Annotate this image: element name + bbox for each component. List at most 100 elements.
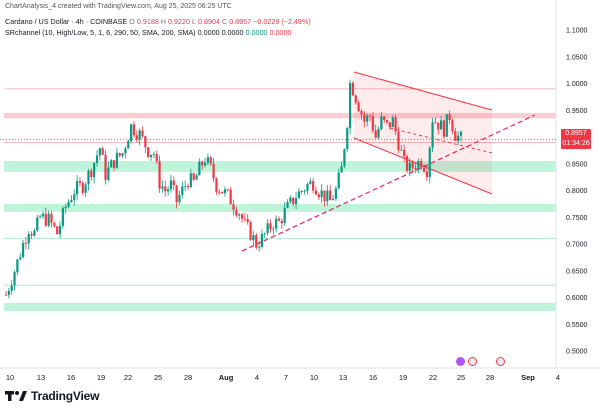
candle-body bbox=[58, 225, 62, 235]
candle-body bbox=[201, 161, 204, 166]
high-value: 0.9220 bbox=[168, 17, 190, 26]
candle-body bbox=[36, 217, 39, 231]
candle-body bbox=[417, 160, 420, 170]
candle-body bbox=[414, 167, 417, 170]
candle-body bbox=[203, 162, 207, 166]
candle-body bbox=[166, 189, 170, 192]
candle-body bbox=[405, 156, 409, 171]
candle-body bbox=[90, 170, 93, 178]
candle-body bbox=[135, 135, 138, 140]
tradingview-mark-icon bbox=[5, 391, 27, 401]
countdown-tag: 01:34:26 bbox=[561, 139, 591, 150]
candle-body bbox=[50, 213, 53, 223]
candle-body bbox=[263, 233, 266, 235]
events-icon[interactable] bbox=[456, 357, 465, 366]
candle-body bbox=[448, 114, 451, 120]
close-value: 0.8957 bbox=[229, 17, 252, 26]
candle-body bbox=[346, 128, 349, 150]
candle-body bbox=[408, 162, 411, 171]
candle-body bbox=[243, 218, 246, 220]
channel-upper-line bbox=[353, 71, 493, 111]
candle-body bbox=[351, 82, 355, 96]
candle-body bbox=[24, 243, 28, 244]
change-value: −0.0229 (−2.49%) bbox=[253, 17, 311, 26]
candle-body bbox=[420, 160, 423, 168]
tradingview-logo[interactable]: TradingView bbox=[5, 389, 99, 403]
candle-body bbox=[61, 208, 64, 226]
candle-body bbox=[400, 149, 403, 151]
time-tick-2: 16 bbox=[67, 373, 75, 382]
indicator-value-2: 0.0000 bbox=[221, 28, 244, 37]
candle-body bbox=[360, 111, 363, 115]
trendline-support bbox=[241, 114, 536, 252]
candle-body bbox=[280, 220, 283, 224]
candle-body bbox=[422, 167, 426, 172]
candle-body bbox=[169, 180, 173, 190]
candle-body bbox=[286, 202, 289, 208]
candle-body bbox=[343, 149, 346, 167]
last-price-tag: 0.8957 bbox=[561, 129, 591, 140]
candle-body bbox=[383, 116, 386, 120]
candle-body bbox=[81, 182, 84, 193]
candle-body bbox=[411, 162, 414, 168]
time-axis: 10 13 16 19 22 25 28 Aug 4 7 10 13 16 19 22 25 28 Sep 4 bbox=[6, 373, 560, 382]
time-tick-18: 4 bbox=[556, 373, 560, 382]
candle-body bbox=[132, 124, 136, 136]
candle-body bbox=[215, 178, 218, 192]
symbol-legend[interactable]: Cardano / US Dollar · 4h · COINBASE O 0.9… bbox=[5, 17, 311, 26]
low-label: L bbox=[192, 17, 196, 26]
candle-body bbox=[152, 154, 155, 155]
candle-body bbox=[312, 181, 315, 191]
candle-body bbox=[255, 235, 258, 248]
candle-body bbox=[56, 226, 59, 235]
candle-body bbox=[175, 185, 178, 203]
indicator-legend[interactable]: SRchannel (10, High/Low, 5, 1, 6, 290, 5… bbox=[5, 28, 292, 37]
candle-body bbox=[64, 206, 67, 209]
channel-lower-line bbox=[353, 137, 493, 195]
time-tick-11: 13 bbox=[339, 373, 347, 382]
candle-body bbox=[269, 223, 272, 230]
candle-body bbox=[326, 190, 329, 202]
candle-body bbox=[121, 153, 124, 156]
candle-body bbox=[13, 272, 16, 286]
candle-body bbox=[212, 163, 215, 179]
candle-body bbox=[246, 219, 249, 223]
candle-body bbox=[297, 191, 301, 199]
candle-body bbox=[218, 191, 221, 193]
candle-body bbox=[98, 148, 101, 156]
candle-body bbox=[172, 180, 175, 186]
symbol-name: Cardano / US Dollar · 4h · COINBASE bbox=[5, 17, 128, 26]
candle-body bbox=[377, 129, 380, 138]
flag-us-icon-2[interactable] bbox=[496, 357, 505, 366]
candle-body bbox=[260, 233, 264, 247]
candle-body bbox=[158, 161, 161, 189]
candle-body bbox=[283, 207, 286, 224]
candle-body bbox=[192, 173, 195, 180]
price-tick-9: 0.6500 bbox=[566, 268, 588, 275]
time-tick-1: 13 bbox=[37, 373, 45, 382]
flag-us-icon[interactable] bbox=[468, 357, 477, 366]
candle-body bbox=[10, 285, 13, 291]
candle-body bbox=[320, 190, 323, 198]
time-tick-7: Aug bbox=[219, 373, 234, 382]
candle-body bbox=[16, 259, 19, 273]
candle-body bbox=[112, 160, 116, 168]
candle-body bbox=[161, 186, 164, 189]
candle-body bbox=[118, 153, 121, 156]
candle-body bbox=[104, 154, 107, 180]
candle-body bbox=[93, 162, 96, 178]
candle-body bbox=[292, 197, 295, 204]
candle-body bbox=[53, 222, 56, 227]
open-label: O bbox=[129, 17, 135, 26]
candle-body bbox=[329, 190, 332, 201]
time-tick-17: Sep bbox=[521, 373, 535, 382]
candle-body bbox=[33, 230, 36, 236]
candle-body bbox=[275, 218, 278, 229]
candle-body bbox=[394, 117, 397, 132]
candle-body bbox=[30, 234, 33, 236]
price-axis: 1.10001.05001.00000.95000.90000.85000.80… bbox=[566, 28, 588, 356]
candle-body bbox=[178, 194, 181, 203]
brand-name: TradingView bbox=[31, 389, 100, 403]
open-value: 0.9188 bbox=[136, 17, 159, 26]
